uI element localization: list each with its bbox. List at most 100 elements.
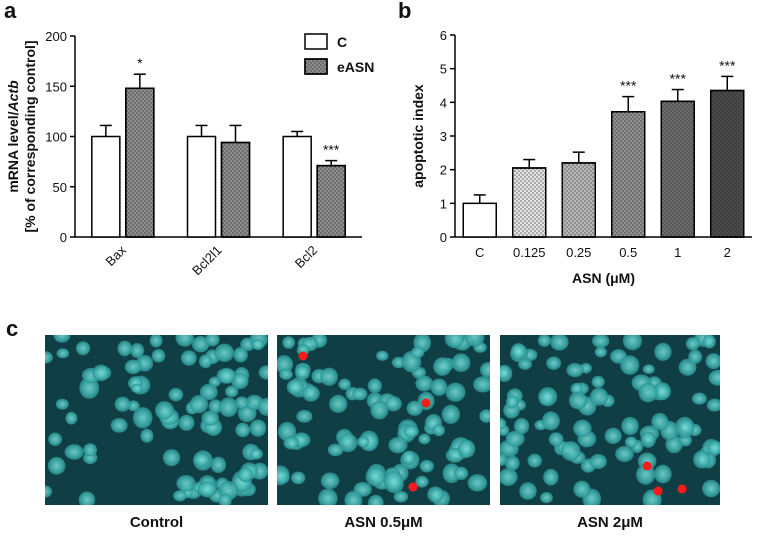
nucleus (589, 453, 607, 470)
nucleus (64, 444, 84, 460)
nucleus (175, 335, 194, 347)
bar-texture (660, 100, 695, 238)
nucleus (131, 383, 144, 394)
y-axis-label: mRNA level/Actb (5, 80, 21, 193)
nucleus (132, 407, 153, 429)
nucleus (367, 378, 382, 394)
y-axis-label: [% of corresponding control] (22, 40, 38, 232)
nucleus (675, 416, 695, 439)
significance-label: *** (719, 57, 736, 73)
nucleus (384, 470, 404, 492)
nucleus (546, 356, 562, 370)
nucleus (208, 399, 223, 414)
nucleus (651, 412, 669, 431)
nucleus (604, 427, 622, 444)
nucleus (393, 490, 409, 503)
nucleus (560, 441, 581, 461)
nucleus (283, 436, 299, 450)
nucleus (685, 336, 700, 351)
nucleus (505, 395, 519, 409)
nucleus (140, 428, 154, 443)
nucleus (225, 385, 239, 398)
nucleus (403, 425, 419, 438)
nucleus (338, 378, 351, 391)
micrograph-bg (45, 335, 268, 505)
nucleus (233, 346, 248, 363)
micrograph (45, 335, 268, 505)
nucleus (238, 467, 253, 483)
nucleus (235, 422, 251, 438)
nucleus (479, 409, 490, 423)
nucleus (385, 396, 402, 412)
nucleus (53, 335, 71, 343)
nucleus (201, 410, 220, 426)
nucleus (467, 474, 488, 492)
nucleus (445, 382, 466, 402)
nucleus (198, 354, 212, 369)
micrograph-content (277, 335, 490, 505)
nucleus (570, 382, 583, 395)
y-tick-label: 100 (45, 130, 67, 145)
y-tick-label: 150 (45, 79, 67, 94)
nucleus (130, 343, 145, 359)
caption: ASN 0.5μM (344, 514, 422, 531)
nucleus (624, 436, 638, 448)
nucleus (433, 357, 452, 376)
nucleus (653, 382, 672, 401)
nucleus (356, 436, 370, 448)
nucleus (234, 396, 249, 410)
legend-swatch (304, 33, 328, 50)
nucleus (591, 375, 605, 388)
nucleus (277, 421, 297, 442)
nucleus (640, 431, 656, 448)
nucleus (83, 443, 98, 457)
bar (186, 135, 217, 238)
nucleus (218, 493, 232, 505)
micrograph-content (45, 335, 268, 505)
marker (298, 351, 308, 361)
significance-label: * (137, 55, 143, 71)
nucleus (65, 411, 78, 425)
marker (677, 484, 687, 494)
nucleus (251, 339, 265, 351)
nucleus (114, 396, 131, 412)
nucleus (352, 387, 368, 401)
nucleus (513, 417, 530, 435)
nucleus (654, 464, 672, 484)
caption: ASN 2μM (577, 514, 643, 531)
nucleus (277, 465, 290, 486)
nucleus (168, 387, 184, 402)
nucleus (510, 343, 527, 360)
nucleus (415, 475, 429, 488)
nucleus (176, 474, 196, 492)
panel-label: c (6, 316, 18, 341)
nucleus (427, 486, 444, 503)
nucleus (504, 455, 520, 471)
nucleus (191, 335, 210, 353)
nucleus (519, 482, 537, 500)
nucleus (368, 494, 384, 505)
nucleus (55, 398, 69, 410)
nucleus (173, 490, 187, 502)
nucleus (702, 479, 720, 498)
nucleus (566, 363, 584, 378)
nucleus (402, 450, 416, 465)
nucleus (419, 459, 434, 473)
nucleus (636, 464, 656, 485)
nucleus (295, 365, 310, 381)
nucleus (45, 485, 53, 498)
nucleus (178, 414, 195, 431)
nucleus (189, 394, 209, 414)
y-tick-label: 200 (45, 29, 67, 44)
nucleus (442, 463, 461, 484)
caption: Control (130, 514, 183, 531)
nucleus (543, 468, 559, 486)
significance-label: *** (323, 142, 340, 158)
nucleus (444, 335, 465, 349)
nucleus (688, 349, 703, 364)
nucleus (320, 472, 340, 490)
nucleus (592, 335, 610, 348)
bar-texture (710, 89, 745, 238)
nucleus (258, 365, 268, 380)
nucleus (78, 491, 96, 505)
